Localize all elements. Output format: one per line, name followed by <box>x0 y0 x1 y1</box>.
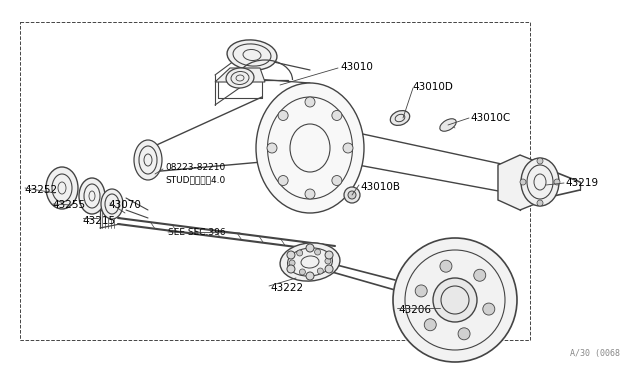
Circle shape <box>537 158 543 164</box>
Circle shape <box>332 176 342 186</box>
Circle shape <box>393 238 517 362</box>
Circle shape <box>287 265 295 273</box>
Circle shape <box>305 189 315 199</box>
Circle shape <box>474 269 486 281</box>
Ellipse shape <box>280 243 340 281</box>
Bar <box>20 22 530 340</box>
Circle shape <box>348 191 356 199</box>
Text: STUDスタッド4.0: STUDスタッド4.0 <box>165 175 225 184</box>
Circle shape <box>415 285 427 297</box>
Circle shape <box>332 110 342 121</box>
Circle shape <box>287 251 295 259</box>
Text: SEE SEC.396: SEE SEC.396 <box>168 228 226 237</box>
Circle shape <box>458 328 470 340</box>
Ellipse shape <box>101 189 123 219</box>
Circle shape <box>289 260 295 266</box>
Circle shape <box>483 303 495 315</box>
Ellipse shape <box>46 167 78 209</box>
Ellipse shape <box>521 158 559 206</box>
Circle shape <box>278 176 288 186</box>
Text: 43252: 43252 <box>24 185 57 195</box>
Text: 43010: 43010 <box>340 62 373 72</box>
Circle shape <box>267 143 277 153</box>
Ellipse shape <box>227 40 277 70</box>
Circle shape <box>300 269 305 275</box>
Circle shape <box>317 268 323 274</box>
Circle shape <box>344 187 360 203</box>
Circle shape <box>305 97 315 107</box>
Polygon shape <box>215 68 265 82</box>
Circle shape <box>554 179 560 185</box>
Text: A/30 (0068: A/30 (0068 <box>570 349 620 358</box>
Text: 43206: 43206 <box>398 305 431 315</box>
Text: 43070: 43070 <box>108 200 141 210</box>
Polygon shape <box>498 155 545 210</box>
Circle shape <box>440 260 452 272</box>
Ellipse shape <box>79 178 105 214</box>
Ellipse shape <box>256 83 364 213</box>
Text: 08223-82210: 08223-82210 <box>165 163 225 172</box>
Text: 43010D: 43010D <box>412 82 453 92</box>
Circle shape <box>325 258 331 264</box>
Text: 43222: 43222 <box>270 283 303 293</box>
Text: 43215: 43215 <box>82 216 115 226</box>
Circle shape <box>278 110 288 121</box>
Circle shape <box>537 200 543 206</box>
Circle shape <box>306 244 314 252</box>
Text: 43010C: 43010C <box>470 113 510 123</box>
Circle shape <box>433 278 477 322</box>
Ellipse shape <box>134 140 162 180</box>
Circle shape <box>343 143 353 153</box>
Text: 43219: 43219 <box>565 178 598 188</box>
Circle shape <box>315 249 321 255</box>
Circle shape <box>297 250 303 256</box>
Text: 43255: 43255 <box>52 200 85 210</box>
Ellipse shape <box>226 68 254 88</box>
Circle shape <box>520 179 526 185</box>
Ellipse shape <box>440 119 456 131</box>
Circle shape <box>306 272 314 280</box>
Circle shape <box>325 251 333 259</box>
Ellipse shape <box>390 110 410 125</box>
Circle shape <box>325 265 333 273</box>
Text: 43010B: 43010B <box>360 182 400 192</box>
Circle shape <box>424 319 436 331</box>
